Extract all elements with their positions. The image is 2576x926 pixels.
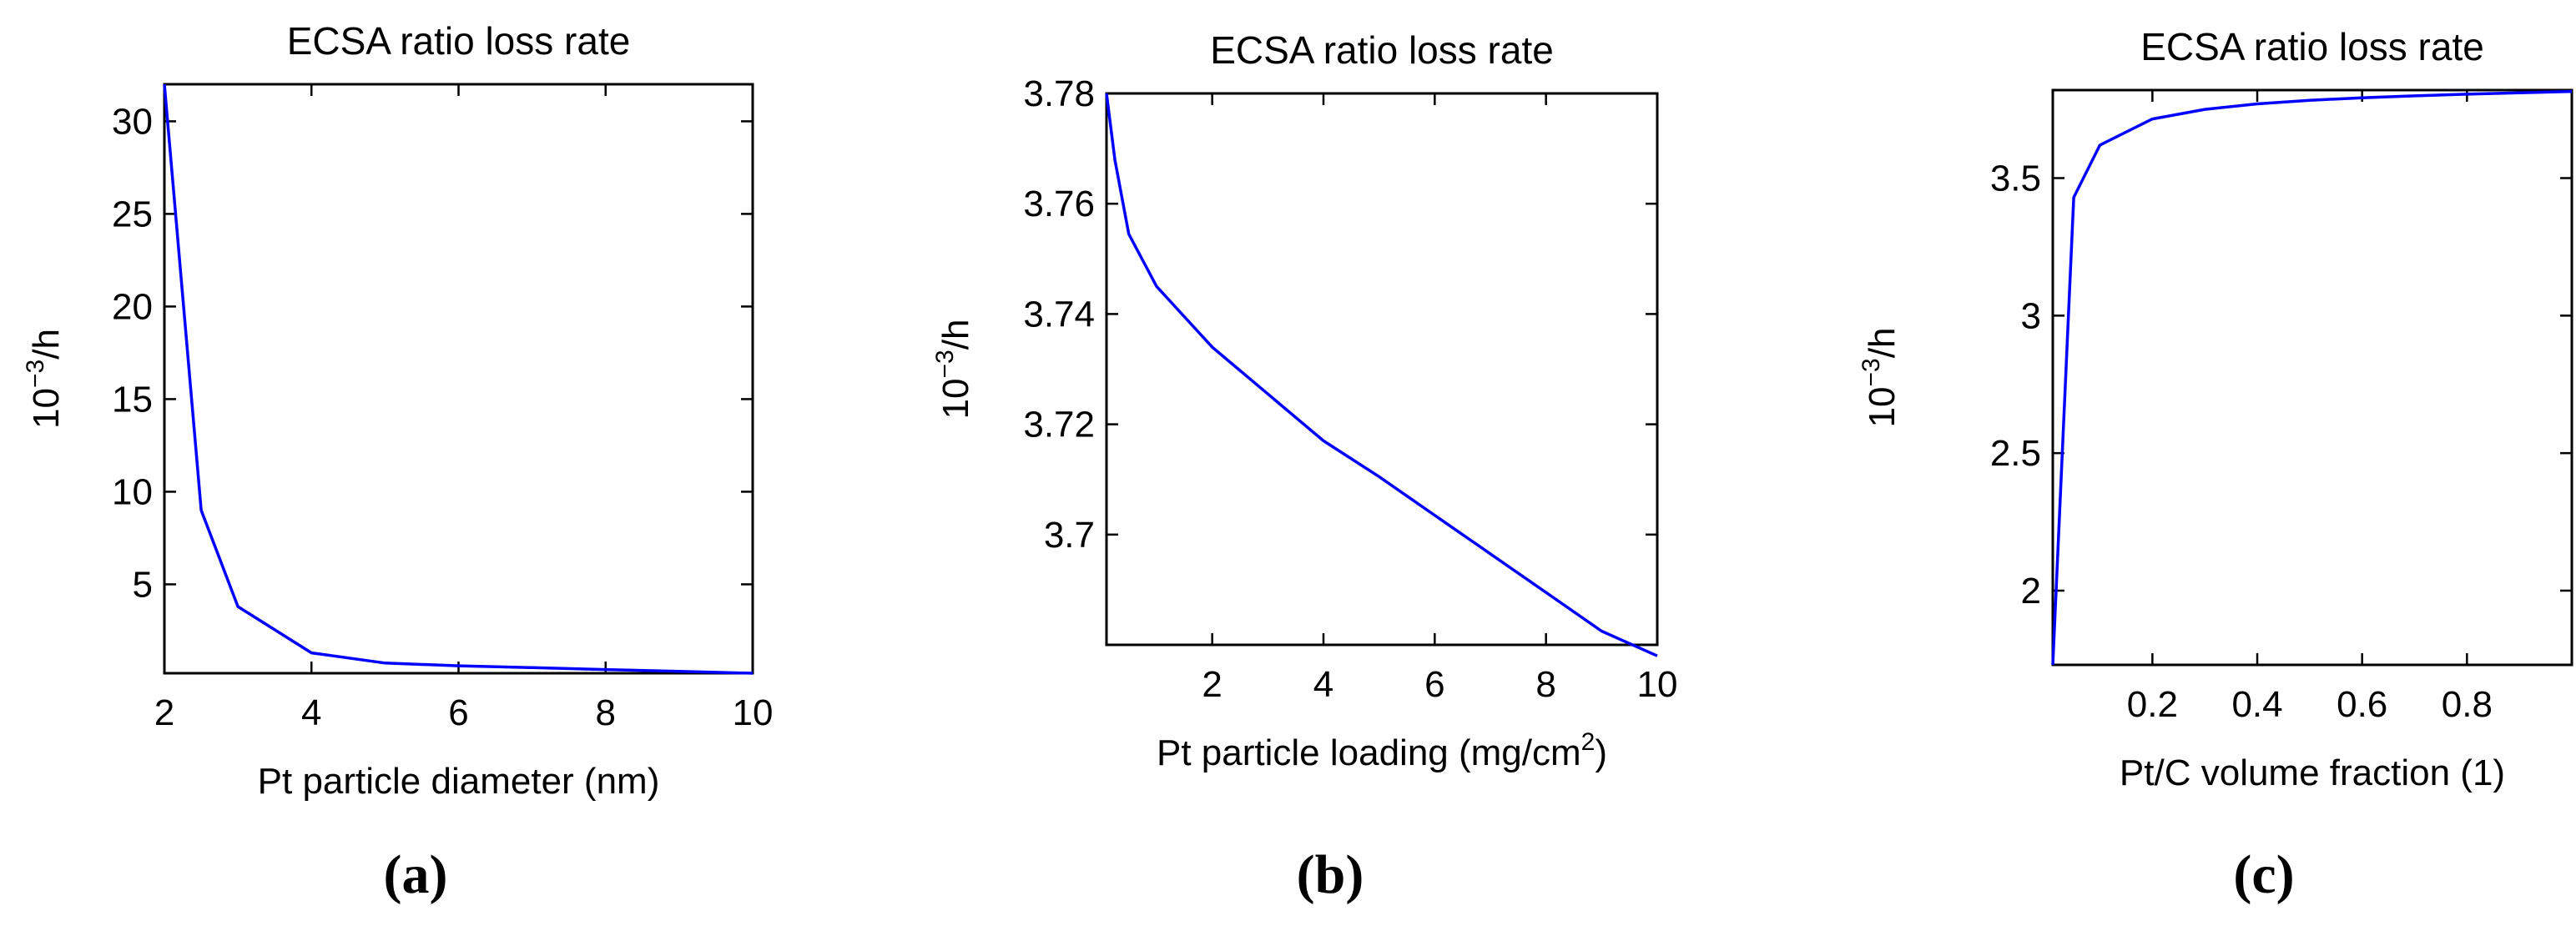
chart-title: ECSA ratio loss rate	[287, 19, 631, 63]
x-tick-label: 2	[154, 692, 174, 733]
y-axis-label-unit: /h	[1862, 328, 1903, 359]
panel-b: ECSA ratio loss rate 2 4 6 8 10 3.7 3.72 3.74 3.7…	[931, 28, 1677, 905]
chart-title: ECSA ratio loss rate	[1210, 28, 1554, 72]
x-tick-label: 2	[1202, 664, 1222, 705]
x-axis-label: Pt/C volume fraction (1)	[2120, 752, 2505, 793]
y-tick-label: 3.72	[1023, 405, 1095, 445]
x-tick-label: 8	[596, 692, 616, 733]
x-axis-label: Pt particle loading (mg/cm2)	[1157, 728, 1607, 773]
panel-label: (a)	[384, 844, 448, 905]
x-tick-label: 0.4	[2231, 684, 2282, 725]
x-axis-label-sup: 2	[1581, 728, 1596, 756]
y-axis-label-exp: −3	[931, 350, 959, 378]
y-axis-label-base: 10	[935, 378, 976, 419]
y-tick-label: 3.5	[1990, 158, 2041, 199]
y-tick-label: 2.5	[1990, 433, 2041, 474]
x-tick-label: 6	[448, 692, 468, 733]
series-line	[163, 83, 754, 675]
series-line	[1105, 93, 1658, 657]
y-tick-label: 25	[112, 194, 153, 234]
y-axis-label-base: 10	[26, 388, 67, 429]
y-tick-label: 3.74	[1023, 294, 1095, 335]
panel-label: (b)	[1297, 844, 1364, 905]
y-tick-label: 30	[112, 101, 153, 142]
x-tick-label: 0.6	[2337, 684, 2387, 725]
axes-box	[1105, 92, 1659, 647]
x-axis-label-end: )	[1595, 732, 1607, 773]
axes-box	[2051, 88, 2573, 667]
y-tick-label: 3.78	[1023, 73, 1095, 114]
x-tick-label: 4	[301, 692, 321, 733]
y-tick-label: 15	[112, 379, 153, 420]
x-tick-label: 8	[1535, 664, 1555, 705]
y-axis-label-exp: −3	[1858, 358, 1885, 386]
chart-title: ECSA ratio loss rate	[2140, 25, 2484, 68]
x-tick-label: 0.2	[2127, 684, 2178, 725]
y-axis-label: 10−3/h	[931, 320, 976, 420]
x-tick-label: 10	[1637, 664, 1678, 705]
y-axis-label: 10−3/h	[22, 329, 67, 429]
x-axis-label: Pt particle diameter (nm)	[258, 761, 660, 802]
x-tick-label: 10	[733, 692, 774, 733]
panel-a: ECSA ratio loss rate 2 4 6 8 10 5 10 15 20 25 30 Pt …	[22, 19, 773, 905]
y-axis-label-base: 10	[1862, 386, 1903, 427]
x-tick-label: 4	[1313, 664, 1333, 705]
y-axis-label-unit: /h	[26, 329, 67, 360]
x-tick-label: 6	[1424, 664, 1444, 705]
x-tick-label: 0.8	[2442, 684, 2493, 725]
y-tick-label: 3.7	[1044, 515, 1095, 556]
y-tick-label: 10	[112, 471, 153, 512]
panel-c: ECSA ratio loss rate 0.2 0.4 0.6 0.8 2 2.5 3 3.5…	[1858, 25, 2573, 905]
panel-label: (c)	[2233, 844, 2294, 905]
series-line	[2051, 89, 2573, 666]
y-axis-label-unit: /h	[935, 320, 976, 350]
y-axis-label: 10−3/h	[1858, 328, 1903, 428]
x-axis-label-text: Pt particle loading (mg/cm	[1157, 732, 1581, 773]
y-tick-label: 5	[133, 564, 153, 605]
y-tick-label: 2	[2021, 571, 2041, 611]
y-tick-label: 3	[2021, 295, 2041, 336]
y-axis-label-exp: −3	[22, 360, 49, 388]
axes-box	[163, 83, 754, 675]
y-tick-label: 20	[112, 286, 153, 327]
y-tick-label: 3.76	[1023, 184, 1095, 224]
